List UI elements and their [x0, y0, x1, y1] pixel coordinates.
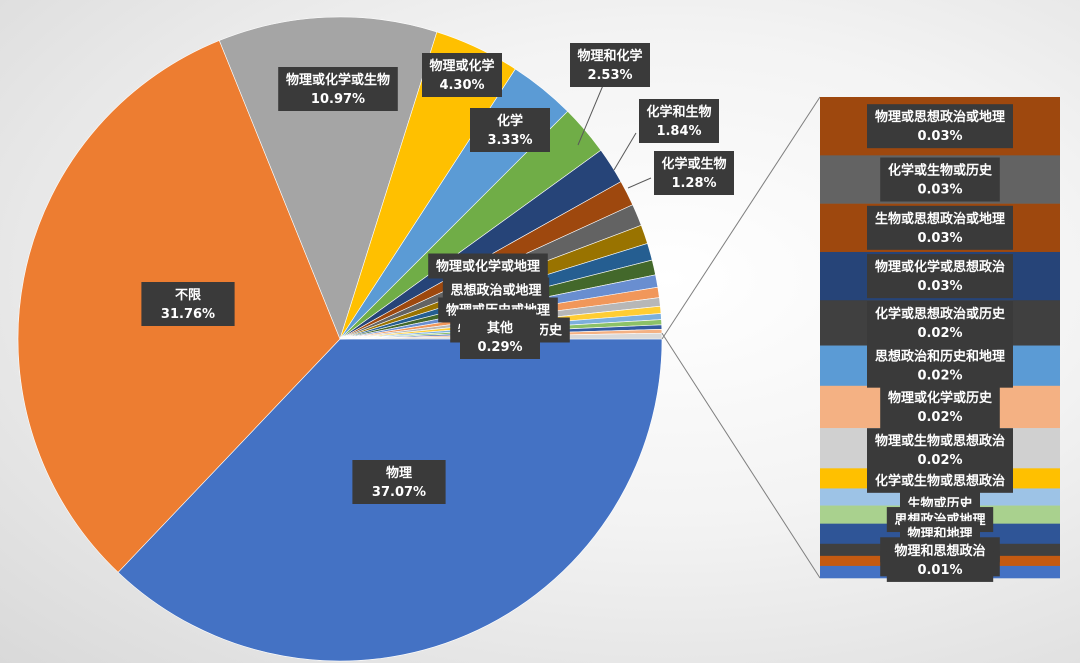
data-label-物理-box — [352, 460, 446, 504]
bar-label-物理或化学或历史-value: 0.02% — [917, 410, 962, 425]
bar-label-化学或生物或思想政治: 化学或生物或思想政治 — [867, 467, 1013, 493]
bar-label-思想政治和历史和地理-value: 0.02% — [917, 369, 962, 384]
bar-label-生物或思想政治或地理-box — [867, 205, 1013, 250]
data-label-small-物理或化学或地理: 物理或化学或地理 — [428, 253, 548, 279]
data-label-化学和生物: 化学和生物 1.84% — [639, 99, 719, 143]
data-label-化学-box — [470, 108, 550, 152]
bar-label-化学或生物或思想政治-name: 化学或生物或思想政治 — [875, 473, 1005, 489]
data-label-物理或化学或生物-box — [278, 67, 398, 111]
data-label-不限-value: 31.76% — [161, 307, 215, 322]
data-label-化学和生物-value: 1.84% — [656, 124, 701, 139]
bar-label-物理或生物或思想政治-name: 物理或生物或思想政治 — [875, 433, 1005, 449]
bar-label-化学或思想政治或历史: 化学或思想政治或历史 0.02% — [867, 300, 1013, 345]
data-label-物理和化学-value: 2.53% — [587, 68, 632, 83]
bar-label-物理或化学或思想政治: 物理或化学或思想政治 0.03% — [867, 254, 1013, 299]
data-label-物理: 物理 37.07% — [352, 460, 446, 504]
data-label-化学或生物: 化学或生物 1.28% — [654, 151, 734, 195]
bar-label-物理和思想政治: 物理和思想政治 0.01% — [886, 537, 994, 582]
data-label-物理和化学-box — [570, 43, 650, 87]
data-label-化学和生物-name: 化学和生物 — [646, 104, 711, 120]
data-label-small-物理或化学或地理-box — [428, 253, 548, 279]
bar-label-物理或化学或历史-box — [880, 384, 1000, 429]
data-label-化学: 化学 3.33% — [470, 108, 550, 152]
bar-label-物理或生物或思想政治-value: 0.02% — [917, 453, 962, 468]
bar-label-化学或生物或思想政治-box — [867, 467, 1013, 493]
bar-label-物理或生物或思想政治-box — [867, 428, 1013, 473]
connector-line-bottom — [661, 332, 821, 579]
data-label-化学和生物-box — [639, 99, 719, 143]
data-label-不限-name: 不限 — [175, 288, 202, 303]
data-labels: 物理 37.07% 不限 31.76% 物理或化学或生物 10.97% 物理或化学 4.30%… — [141, 43, 1013, 582]
data-label-化学或生物-value: 1.28% — [671, 176, 716, 191]
bar-label-化学或生物或历史: 化学或生物或历史 0.03% — [880, 157, 1000, 202]
data-label-物理或化学-value: 4.30% — [439, 78, 484, 93]
data-label-物理或化学: 物理或化学 4.30% — [422, 53, 502, 97]
bar-label-物理或化学或思想政治-name: 物理或化学或思想政治 — [875, 259, 1005, 275]
data-label-物理或化学-name: 物理或化学 — [429, 58, 494, 74]
data-label-small-物理或化学或地理-name: 物理或化学或地理 — [436, 259, 540, 275]
data-label-化学-name: 化学 — [497, 113, 523, 129]
data-label-物理-value: 37.07% — [372, 485, 426, 500]
bar-label-生物或思想政治或地理: 生物或思想政治或地理 0.03% — [867, 205, 1013, 250]
bar-label-物理或化学或历史-name: 物理或化学或历史 — [888, 390, 993, 406]
data-label-化学或生物-box — [654, 151, 734, 195]
bar-label-化学或思想政治或历史-box — [867, 300, 1013, 345]
bar-label-化学或生物或历史-value: 0.03% — [917, 183, 962, 198]
data-label-物理或化学或生物-name: 物理或化学或生物 — [286, 72, 390, 88]
bar-label-物理或思想政治或地理-name: 物理或思想政治或地理 — [875, 109, 1005, 125]
bar-label-物理或思想政治或地理-box — [867, 104, 1013, 149]
bar-label-物理和思想政治-value: 0.01% — [917, 563, 962, 578]
bar-label-物理和思想政治-name: 物理和思想政治 — [894, 543, 985, 559]
bar-label-化学或生物或历史-box — [880, 157, 1000, 202]
data-label-物理和化学-name: 物理和化学 — [577, 48, 642, 64]
bar-label-生物或思想政治或地理-name: 生物或思想政治或地理 — [875, 211, 1005, 227]
bar-label-物理或化学或思想政治-value: 0.03% — [917, 279, 962, 294]
bar-label-化学或生物或历史-name: 化学或生物或历史 — [888, 163, 993, 179]
data-label-不限-box — [141, 282, 235, 326]
connector-line-top — [661, 96, 821, 340]
bar-label-物理或思想政治或地理: 物理或思想政治或地理 0.03% — [867, 104, 1013, 149]
bar-label-物理或化学或历史: 物理或化学或历史 0.02% — [880, 384, 1000, 429]
label-leader-line — [577, 82, 605, 146]
bar-label-思想政治和历史和地理: 思想政治和历史和地理 0.02% — [867, 343, 1013, 388]
bar-label-物理或生物或思想政治: 物理或生物或思想政治 0.02% — [867, 428, 1013, 473]
data-label-其他: 其他 0.29% — [460, 315, 540, 359]
data-label-物理和化学: 物理和化学 2.53% — [570, 43, 650, 87]
bar-label-化学或思想政治或历史-value: 0.02% — [917, 326, 962, 341]
bar-label-物理或思想政治或地理-value: 0.03% — [917, 129, 962, 144]
label-leader-line — [613, 132, 637, 171]
data-label-物理或化学或生物: 物理或化学或生物 10.97% — [278, 67, 398, 111]
data-label-其他-name: 其他 — [487, 320, 513, 336]
data-label-物理或化学或生物-value: 10.97% — [311, 92, 365, 107]
data-label-化学或生物-name: 化学或生物 — [661, 156, 726, 172]
data-label-不限: 不限 31.76% — [141, 282, 235, 326]
data-label-物理-name: 物理 — [386, 465, 412, 481]
bar-label-化学或思想政治或历史-name: 化学或思想政治或历史 — [875, 306, 1006, 322]
data-label-其他-box — [460, 315, 540, 359]
bar-label-思想政治和历史和地理-name: 思想政治和历史和地理 — [875, 349, 1005, 365]
bar-label-生物或思想政治或地理-value: 0.03% — [917, 231, 962, 246]
bar-label-思想政治和历史和地理-box — [867, 343, 1013, 388]
label-leader-line — [627, 177, 652, 189]
data-label-物理或化学-box — [422, 53, 502, 97]
connector-lines — [661, 96, 821, 579]
data-label-其他-value: 0.29% — [477, 340, 522, 355]
bar-label-物理和思想政治-box — [886, 537, 994, 582]
bar-label-物理或化学或思想政治-box — [867, 254, 1013, 299]
data-label-化学-value: 3.33% — [487, 133, 532, 148]
data-label-small-思想政治或地理-name: 思想政治或地理 — [450, 283, 541, 299]
